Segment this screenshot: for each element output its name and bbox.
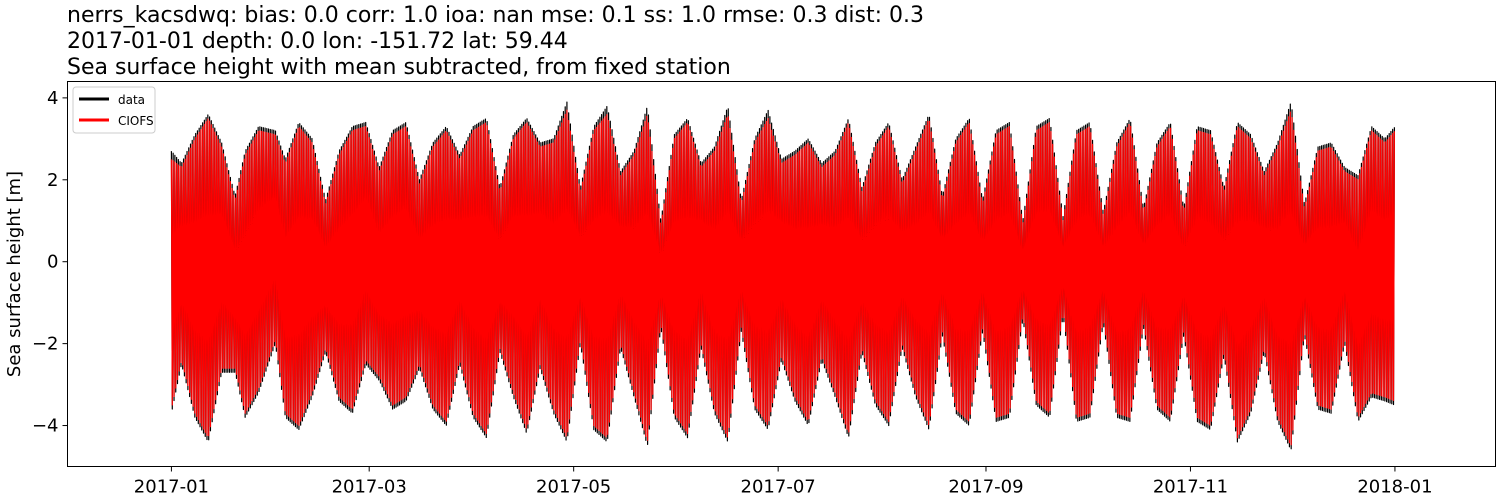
series-line-ciofs: [170, 109, 1395, 446]
chart-title-line-2: 2017-01-01 depth: 0.0 lon: -151.72 lat: …: [67, 29, 568, 54]
chart-title-line-3: Sea surface height with mean subtracted,…: [67, 55, 731, 80]
x-tick-label: 2017-09: [948, 477, 1023, 498]
chart-title-line-1: nerrs_kacsdwq: bias: 0.0 corr: 1.0 ioa: …: [67, 3, 925, 28]
legend-data-label: data: [118, 93, 145, 107]
y-tick-label: −4: [32, 416, 59, 437]
y-tick-label: 4: [47, 88, 58, 109]
x-tick-label: 2017-11: [1153, 477, 1228, 498]
series-line-data: [170, 101, 1395, 450]
y-axis: 4 2 0 −2 −4: [32, 88, 68, 437]
y-tick-label: 2: [47, 170, 58, 191]
x-tick-label: 2017-07: [741, 477, 816, 498]
y-axis-label: Sea surface height [m]: [4, 171, 25, 377]
series-layer: [170, 101, 1395, 450]
x-tick-label: 2017-05: [536, 477, 611, 498]
legend: data CIOFS: [72, 86, 156, 134]
y-tick-label: −2: [32, 334, 59, 355]
x-tick-label: 2018-01: [1357, 477, 1432, 498]
x-axis: 2017-01 2017-03 2017-05 2017-07 2017-09 2017-…: [134, 466, 1433, 498]
y-tick-label: 0: [47, 252, 58, 273]
plot-frame: [67, 81, 1496, 467]
x-tick-label: 2017-01: [134, 477, 209, 498]
legend-ciofs-label: CIOFS: [118, 114, 154, 128]
x-tick-label: 2017-03: [332, 477, 407, 498]
